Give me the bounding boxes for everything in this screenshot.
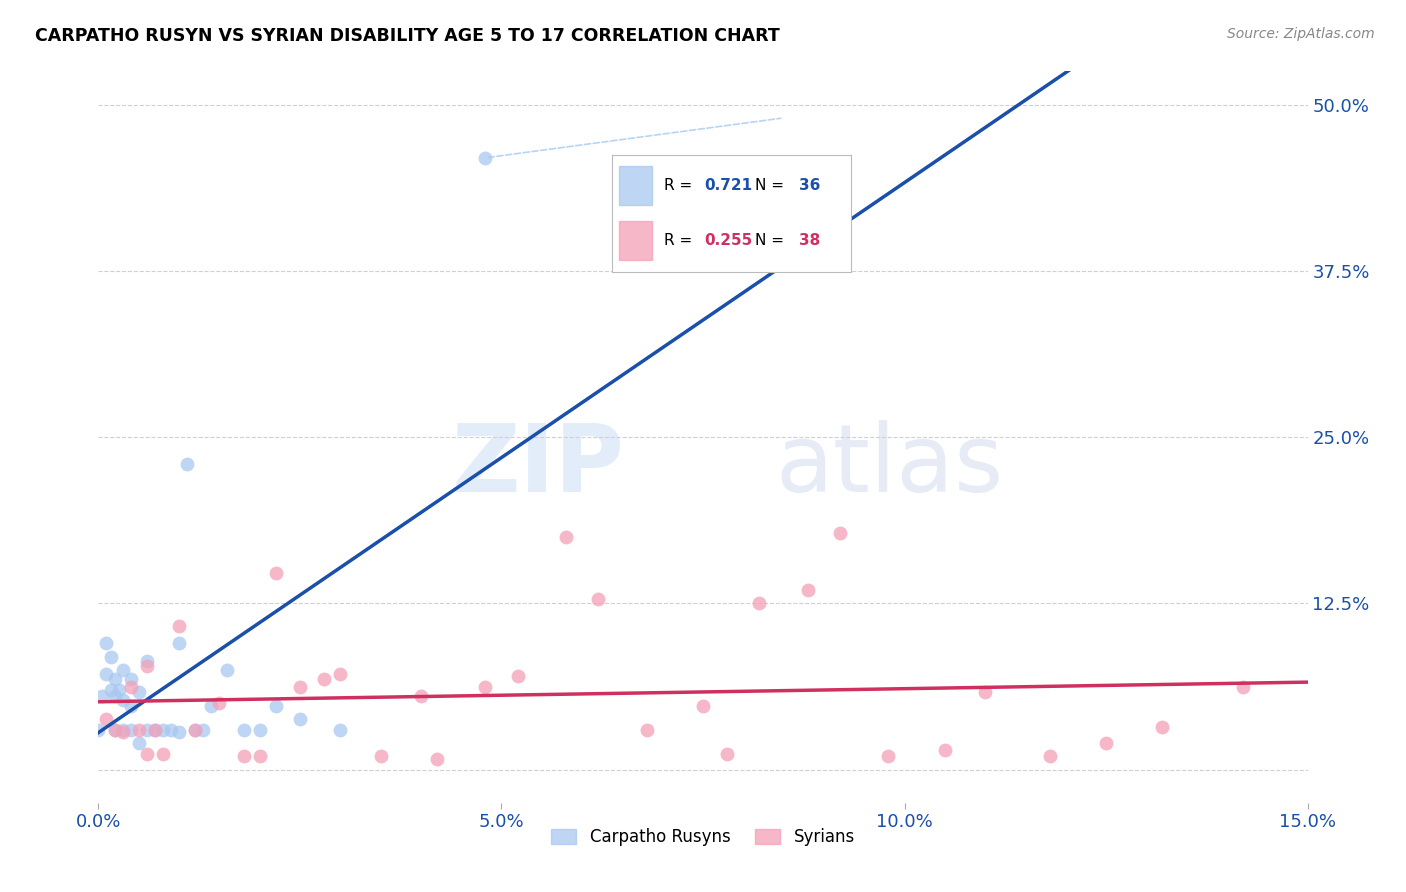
- Point: [555, 530, 578, 544]
- Point: [636, 723, 658, 737]
- Point: [96, 666, 118, 681]
- Point: [314, 672, 336, 686]
- Point: [167, 725, 190, 739]
- Point: [1152, 720, 1174, 734]
- Point: [974, 685, 997, 699]
- Text: 0.721: 0.721: [704, 178, 752, 193]
- Text: 36: 36: [799, 178, 820, 193]
- Point: [135, 747, 157, 761]
- Point: [111, 693, 134, 707]
- Point: [176, 457, 198, 471]
- Point: [217, 663, 239, 677]
- Point: [87, 723, 110, 737]
- Point: [329, 666, 352, 681]
- Point: [167, 619, 190, 633]
- Point: [193, 723, 215, 737]
- Text: N =: N =: [755, 178, 789, 193]
- Text: atlas: atlas: [776, 420, 1004, 512]
- Point: [208, 696, 231, 710]
- Text: Source: ZipAtlas.com: Source: ZipAtlas.com: [1227, 27, 1375, 41]
- Point: [111, 725, 134, 739]
- Point: [135, 658, 157, 673]
- Point: [167, 636, 190, 650]
- Point: [748, 596, 770, 610]
- Point: [120, 672, 142, 686]
- Point: [329, 723, 352, 737]
- Point: [143, 723, 166, 737]
- Legend: Carpatho Rusyns, Syrians: Carpatho Rusyns, Syrians: [544, 822, 862, 853]
- Point: [934, 742, 956, 756]
- Point: [135, 653, 157, 667]
- Point: [370, 749, 392, 764]
- Text: 38: 38: [799, 233, 820, 248]
- Point: [797, 582, 820, 597]
- Text: 0.255: 0.255: [704, 233, 752, 248]
- Point: [100, 649, 122, 664]
- Point: [409, 690, 432, 704]
- Point: [474, 680, 496, 694]
- Point: [828, 525, 851, 540]
- Point: [152, 747, 174, 761]
- Point: [184, 723, 207, 737]
- Point: [128, 736, 150, 750]
- Point: [692, 698, 714, 713]
- Point: [107, 682, 129, 697]
- Point: [100, 682, 122, 697]
- Point: [426, 752, 449, 766]
- Point: [716, 747, 738, 761]
- Point: [120, 698, 142, 713]
- Point: [264, 566, 287, 580]
- Point: [96, 636, 118, 650]
- Point: [506, 669, 529, 683]
- Point: [1095, 736, 1118, 750]
- Point: [103, 723, 125, 737]
- Bar: [619, 220, 652, 260]
- Point: [264, 698, 287, 713]
- Point: [877, 749, 900, 764]
- Point: [103, 723, 125, 737]
- Point: [91, 690, 114, 704]
- Point: [103, 690, 125, 704]
- Point: [152, 723, 174, 737]
- Point: [474, 151, 496, 165]
- Text: ZIP: ZIP: [451, 420, 624, 512]
- Text: R =: R =: [665, 233, 697, 248]
- Point: [135, 723, 157, 737]
- Text: R =: R =: [665, 178, 697, 193]
- Point: [103, 672, 125, 686]
- Point: [111, 723, 134, 737]
- Point: [1232, 680, 1254, 694]
- Point: [143, 723, 166, 737]
- Point: [249, 723, 271, 737]
- Bar: [619, 166, 652, 205]
- Point: [184, 723, 207, 737]
- Point: [160, 723, 183, 737]
- Point: [128, 723, 150, 737]
- Point: [232, 749, 254, 764]
- Point: [120, 723, 142, 737]
- Point: [232, 723, 254, 737]
- Point: [288, 712, 311, 726]
- Point: [249, 749, 271, 764]
- Y-axis label: Disability Age 5 to 17: Disability Age 5 to 17: [0, 340, 8, 534]
- Point: [586, 592, 609, 607]
- Point: [96, 712, 118, 726]
- Point: [128, 685, 150, 699]
- Point: [120, 680, 142, 694]
- Text: N =: N =: [755, 233, 789, 248]
- Point: [111, 663, 134, 677]
- Text: CARPATHO RUSYN VS SYRIAN DISABILITY AGE 5 TO 17 CORRELATION CHART: CARPATHO RUSYN VS SYRIAN DISABILITY AGE …: [35, 27, 780, 45]
- Point: [200, 698, 222, 713]
- Point: [1039, 749, 1062, 764]
- Point: [288, 680, 311, 694]
